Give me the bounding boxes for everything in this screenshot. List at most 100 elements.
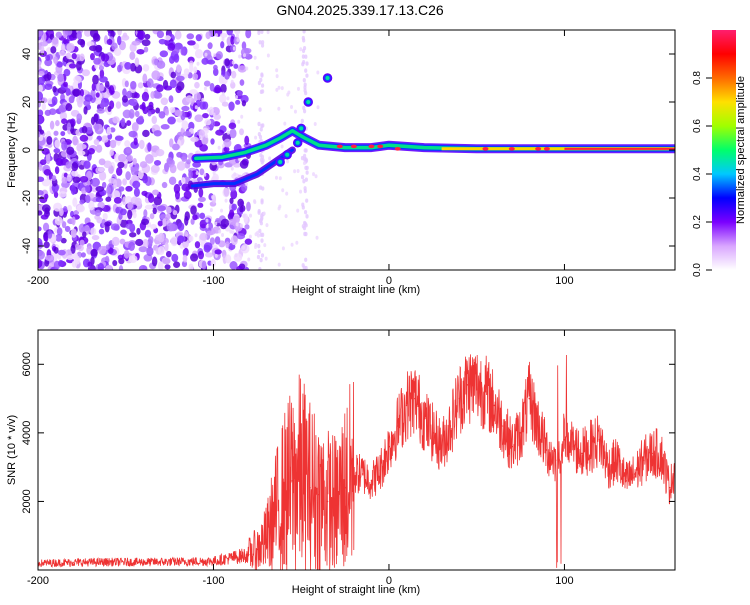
noise-speck [87, 148, 95, 155]
snr-y-ticks: 2000 4000 6000 [21, 352, 675, 514]
noise-speck [242, 245, 246, 250]
noise-speck [304, 231, 308, 237]
noise-speck [93, 138, 100, 146]
noise-speck [304, 158, 309, 163]
noise-speck [275, 68, 279, 73]
noise-speck [72, 197, 78, 207]
noise-speck [41, 102, 47, 111]
noise-speck [285, 191, 289, 196]
noise-speck [132, 180, 141, 189]
noise-speck [176, 75, 185, 82]
noise-speck [229, 197, 234, 204]
noise-speck [38, 250, 45, 260]
noise-speck [266, 30, 270, 35]
y-tick-label: 20 [21, 96, 33, 108]
noise-speck [258, 267, 262, 270]
noise-speck [214, 221, 218, 226]
noise-speck [64, 30, 73, 36]
noise-speck [161, 257, 171, 265]
noise-speck [99, 69, 105, 79]
noise-speck [151, 115, 158, 125]
noise-speck [158, 111, 166, 119]
noise-speck [153, 91, 163, 99]
snr-y-label: SNR (10 * v/v) [6, 415, 18, 485]
noise-speck [174, 110, 183, 117]
noise-speck [125, 171, 131, 181]
noise-speck [238, 54, 242, 59]
noise-speck [222, 187, 230, 198]
noise-speck [110, 223, 120, 231]
noise-speck [38, 60, 42, 67]
noise-speck [237, 119, 241, 124]
noise-speck [147, 142, 152, 152]
noise-speck [63, 68, 71, 77]
noise-speck [102, 212, 108, 221]
noise-speck [247, 257, 251, 262]
noise-speck [151, 70, 161, 81]
noise-speck [258, 40, 262, 45]
snr-point [142, 561, 145, 563]
noise-speck [113, 48, 122, 57]
noise-speck [207, 59, 216, 65]
tone-peak-dot [350, 144, 357, 149]
noise-speck [296, 86, 300, 91]
spectrogram-x-label: Height of straight line (km) [292, 284, 420, 296]
noise-speck [72, 135, 79, 146]
noise-speck [144, 33, 151, 40]
noise-speck [53, 148, 61, 154]
noise-speck [81, 69, 91, 77]
noise-speck [164, 35, 171, 41]
noise-speck [182, 249, 187, 257]
noise-speck [54, 216, 63, 226]
noise-speck [230, 235, 238, 246]
snr-point [230, 557, 232, 559]
noise-speck [144, 204, 154, 210]
noise-speck [205, 31, 211, 40]
noise-speck [63, 172, 68, 178]
noise-speck [209, 237, 215, 245]
noise-speck [221, 36, 225, 41]
noise-speck [278, 176, 282, 181]
noise-speck [117, 64, 122, 73]
noise-speck [180, 177, 186, 184]
noise-speck [169, 138, 174, 148]
noise-speck [124, 195, 133, 204]
noise-speck [79, 176, 89, 183]
snr-point [361, 473, 364, 475]
noise-speck [302, 38, 306, 43]
x-tick-label: 100 [555, 575, 573, 587]
noise-speck [38, 115, 44, 125]
noise-speck [193, 42, 200, 50]
noise-speck [210, 138, 215, 145]
noise-speck [202, 112, 209, 119]
noise-speck [280, 144, 284, 149]
noise-speck [198, 187, 204, 198]
noise-speck [136, 30, 146, 41]
noise-speck [265, 223, 269, 228]
noise-speck [109, 149, 114, 156]
noise-speck [192, 214, 198, 221]
noise-speck [257, 30, 261, 36]
noise-speck [263, 243, 267, 248]
snr-point [107, 561, 109, 563]
noise-speck [290, 104, 294, 109]
noise-speck [189, 62, 194, 73]
noise-speck [254, 232, 258, 237]
snr-x-label: Height of straight line (km) [292, 584, 420, 596]
noise-speck [125, 146, 132, 154]
noise-speck [68, 96, 75, 104]
noise-speck [131, 122, 139, 132]
noise-speck [124, 80, 129, 88]
noise-speck [141, 218, 150, 226]
noise-speck [156, 60, 166, 69]
noise-speck [88, 200, 95, 211]
y-tick-label: 4000 [21, 421, 33, 445]
spectrogram-heat [38, 30, 675, 270]
tone-peak-dot [543, 147, 550, 151]
snr-point [414, 397, 417, 400]
noise-speck [126, 90, 133, 99]
noise-speck [231, 230, 235, 235]
snr-point [598, 438, 601, 441]
noise-speck [40, 45, 45, 56]
noise-speck [95, 197, 104, 203]
